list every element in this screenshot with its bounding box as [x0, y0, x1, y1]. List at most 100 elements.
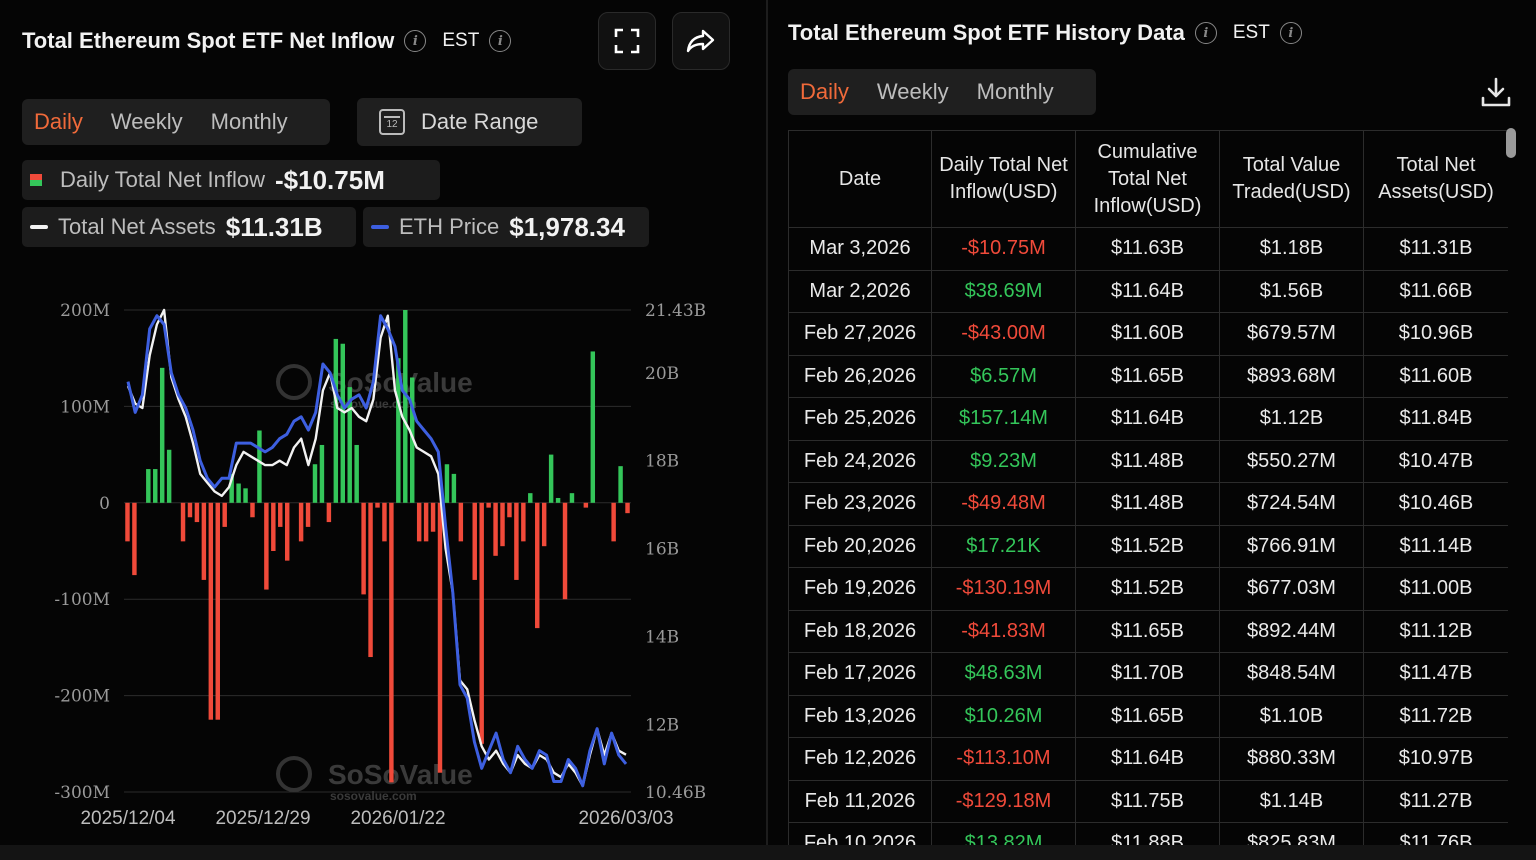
table-cell: $1.12B: [1219, 397, 1364, 441]
info-icon[interactable]: i: [1194, 22, 1217, 44]
table-row[interactable]: Feb 23,2026 -$49.48M $11.48B $724.54M $10.46…: [788, 482, 1508, 526]
inflow-bar: [451, 473, 457, 503]
timezone-info-icon[interactable]: i: [489, 30, 512, 52]
table-cell: $11.72B: [1363, 695, 1508, 738]
inflow-bar: [444, 464, 450, 503]
right-axis-tick: 14B: [645, 627, 679, 647]
table-cell: $880.33M: [1219, 737, 1364, 781]
table-row[interactable]: Feb 18,2026 -$41.83M $11.65B $892.44M $11.12…: [788, 610, 1508, 653]
legend-assets[interactable]: Total Net Assets $11.31B: [22, 207, 356, 247]
tab-monthly[interactable]: Monthly: [976, 79, 1054, 104]
x-axis-tick: 2025/12/04: [80, 808, 176, 829]
table-row[interactable]: Feb 26,2026 $6.57M $11.65B $893.68M $11.60B: [788, 355, 1508, 398]
table-scrollbar[interactable]: [1506, 128, 1516, 158]
column-header: Date: [788, 130, 932, 228]
table-row[interactable]: Feb 12,2026 -$113.10M $11.64B $880.33M $10.9…: [788, 737, 1508, 781]
table-row[interactable]: Feb 11,2026 -$129.18M $11.75B $1.14B $11.27B: [788, 780, 1508, 823]
legend-inflow[interactable]: Daily Total Net Inflow -$10.75M: [22, 160, 440, 200]
table-row[interactable]: Feb 13,2026 $10.26M $11.65B $1.10B $11.72B: [788, 695, 1508, 738]
column-header: Total Net Assets(USD): [1363, 130, 1508, 228]
fullscreen-button[interactable]: [598, 12, 656, 70]
timezone-label: EST: [442, 30, 480, 51]
download-icon[interactable]: [1478, 74, 1514, 110]
table-cell: $11.31B: [1363, 227, 1508, 271]
table-cell: $11.65B: [1075, 610, 1220, 653]
table-cell: $11.48B: [1075, 440, 1220, 483]
inflow-bar: [194, 502, 200, 523]
table-cell: Mar 3,2026: [788, 227, 932, 271]
date-range-button[interactable]: 12 Date Range: [357, 98, 582, 146]
timezone-label: EST: [1232, 22, 1270, 43]
net-inflow-chart[interactable]: SoSoValuesosovalue.comSoSoValuesosovalue…: [0, 290, 766, 840]
table-row[interactable]: Feb 24,2026 $9.23M $11.48B $550.27M $10.47B: [788, 440, 1508, 483]
left-axis-tick: 200M: [60, 301, 110, 321]
inflow-bar: [347, 387, 352, 503]
inflow-bar: [229, 473, 234, 503]
table-cell: $550.27M: [1219, 440, 1364, 483]
table-cell: $11.12B: [1363, 610, 1508, 653]
table-row[interactable]: Feb 20,2026 $17.21K $11.52B $766.91M $11.14B: [788, 525, 1508, 568]
left-period-tabs: Daily Weekly Monthly: [22, 99, 330, 145]
table-row[interactable]: Feb 27,2026 -$43.00M $11.60B $679.57M $10.96…: [788, 312, 1508, 356]
inflow-bar: [389, 502, 394, 783]
table-row[interactable]: Mar 2,2026 $38.69M $11.64B $1.56B $11.66B: [788, 270, 1508, 313]
legend-eth-price[interactable]: ETH Price $1,978.34: [363, 207, 649, 247]
tab-daily[interactable]: Daily: [800, 79, 849, 104]
x-axis-tick: 2025/12/29: [215, 808, 310, 829]
inflow-bar: [166, 449, 172, 503]
table-cell: -$43.00M: [931, 312, 1076, 356]
table-cell: $10.26M: [931, 695, 1076, 738]
panel-divider: [766, 0, 768, 860]
inflow-bar: [611, 502, 616, 542]
table-row[interactable]: Feb 10,2026 $13.82M $11.88B $825.83M $11.76B: [788, 822, 1508, 845]
timezone-info-icon[interactable]: i: [1279, 22, 1302, 44]
table-cell: $38.69M: [931, 270, 1076, 313]
date-range-label: Date Range: [421, 109, 539, 134]
right-axis-tick: 18B: [645, 452, 679, 472]
tab-weekly[interactable]: Weekly: [876, 79, 949, 104]
table-row[interactable]: Feb 19,2026 -$130.19M $11.52B $677.03M $11.0…: [788, 567, 1508, 611]
inflow-bar: [507, 502, 512, 518]
share-button[interactable]: [672, 12, 730, 70]
info-icon[interactable]: i: [404, 30, 427, 52]
inflow-bar: [410, 377, 415, 503]
calendar-icon: 12: [379, 109, 405, 135]
tab-weekly[interactable]: Weekly: [110, 109, 183, 134]
table-row[interactable]: Feb 25,2026 $157.14M $11.64B $1.12B $11.84B: [788, 397, 1508, 441]
table-cell: $11.00B: [1363, 567, 1508, 611]
table-cell: $1.56B: [1219, 270, 1364, 313]
table-cell: $11.88B: [1075, 822, 1220, 845]
table-cell: $848.54M: [1219, 652, 1364, 696]
legend-inflow-label: Daily Total Net Inflow: [60, 167, 266, 192]
table-cell: -$10.75M: [931, 227, 1076, 271]
inflow-bar: [243, 488, 248, 503]
table-header-row: Date Daily Total Net Inflow(USD) Cumulativ…: [788, 130, 1508, 228]
table-row[interactable]: Feb 17,2026 $48.63M $11.70B $848.54M $11.47B: [788, 652, 1508, 696]
table-cell: $11.65B: [1075, 355, 1220, 398]
table-cell: Feb 25,2026: [788, 397, 932, 441]
inflow-bar: [521, 502, 526, 542]
table-row[interactable]: Mar 3,2026 -$10.75M $11.63B $1.18B $11.31B: [788, 227, 1508, 271]
table-cell: Feb 26,2026: [788, 355, 932, 398]
table-cell: $892.44M: [1219, 610, 1364, 653]
table-cell: $1.18B: [1219, 227, 1364, 271]
table-cell: Feb 17,2026: [788, 652, 932, 696]
table-cell: $9.23M: [931, 440, 1076, 483]
table-cell: $11.63B: [1075, 227, 1220, 271]
left-title-row: Total Ethereum Spot ETF Net Inflow i EST…: [22, 28, 512, 54]
table-cell: Feb 24,2026: [788, 440, 932, 483]
right-period-tabs: Daily Weekly Monthly: [788, 69, 1096, 115]
inflow-bar: [403, 310, 408, 503]
tab-daily[interactable]: Daily: [34, 109, 83, 134]
inflow-bar: [514, 502, 519, 580]
left-axis-tick: 0: [99, 494, 110, 514]
inflow-bar: [201, 502, 207, 580]
inflow-bar: [555, 497, 561, 503]
tab-monthly[interactable]: Monthly: [210, 109, 288, 134]
history-table-container[interactable]: Date Daily Total Net Inflow(USD) Cumulativ…: [788, 130, 1508, 845]
inflow-bar: [305, 502, 311, 527]
inflow-bar: [180, 502, 186, 542]
inflow-bar: [423, 502, 429, 542]
left-axis-ticks: 200M 100M 0 -100M -200M -300M: [54, 301, 110, 803]
inflow-bar: [472, 502, 477, 580]
